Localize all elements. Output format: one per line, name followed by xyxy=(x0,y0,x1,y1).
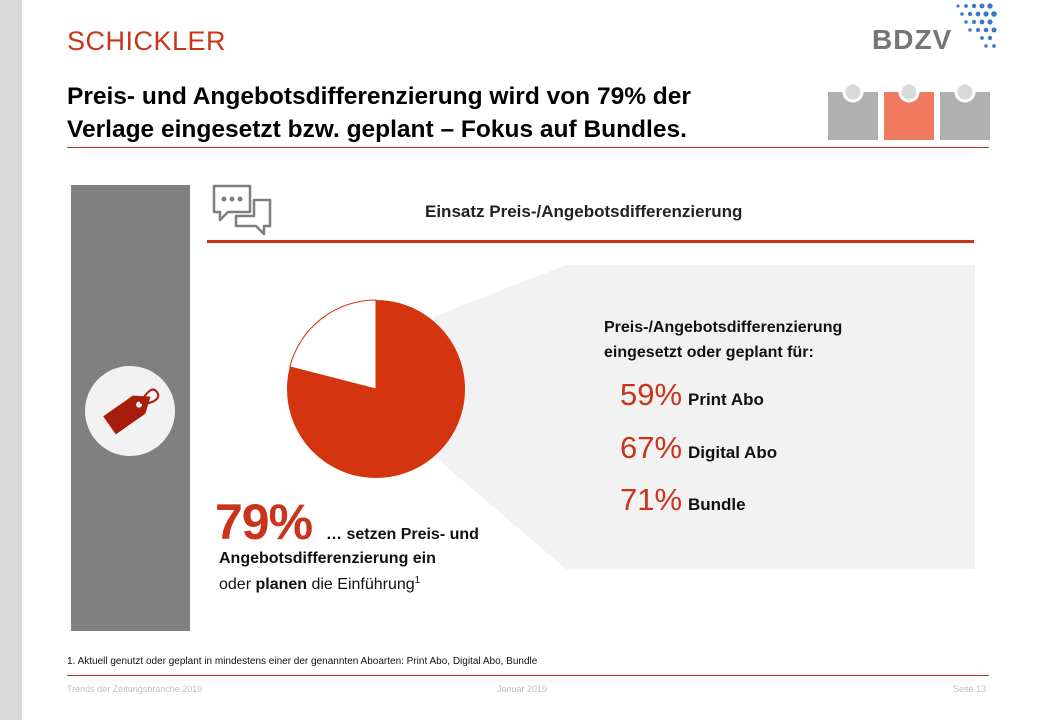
brand-logo: SCHICKLER xyxy=(67,26,227,56)
stat-item-digital-abo: 67% Digital Abo xyxy=(620,430,777,470)
stat-label: Digital Abo xyxy=(688,443,778,462)
pie-chart xyxy=(287,265,975,569)
highlight-text-line-2: Angebotsdifferenzierung ein xyxy=(219,550,436,567)
callout-panel xyxy=(566,265,975,569)
footer-divider xyxy=(67,675,989,676)
page-headline: Preis- und Angebotsdifferenzierung wird … xyxy=(67,80,807,146)
bdzv-dots-icon xyxy=(956,3,997,48)
highlight-text-bold: planen xyxy=(255,576,308,593)
footer-page-number: Seite 13 xyxy=(953,684,987,694)
stat-percent: 67% xyxy=(620,430,683,465)
chat-bubbles-icon xyxy=(212,184,272,236)
left-margin-strip xyxy=(0,0,22,720)
section-title: Einsatz Preis-/Angebotsdifferenzierung xyxy=(425,202,743,221)
pie-slices xyxy=(287,299,465,478)
headline-line-1: Preis- und Angebotsdifferenzierung wird … xyxy=(67,83,691,110)
footer-left: Trends der Zeitungsbranche 2019 xyxy=(67,684,203,694)
highlight-text-pre: oder xyxy=(219,576,256,593)
stat-percent: 71% xyxy=(620,482,683,517)
highlight-percent: 79% xyxy=(215,494,313,550)
stat-item-bundle: 71% Bundle xyxy=(620,482,746,522)
headline-divider xyxy=(67,147,989,148)
price-tag-icon xyxy=(103,388,160,435)
people-group-icon xyxy=(828,81,990,140)
stat-item-print-abo: 59% Print Abo xyxy=(620,377,764,417)
highlight-text-line-1: … setzen Preis- und xyxy=(326,526,479,543)
section-divider xyxy=(207,240,974,243)
bdzv-logo-text: BDZV xyxy=(872,24,953,55)
pie-slice-rest xyxy=(289,299,377,390)
price-tag-badge xyxy=(85,366,175,456)
detail-title: Preis-/Angebotsdifferenzierung eingesetz… xyxy=(604,315,842,365)
highlight-text-post: die Einführung xyxy=(307,576,415,593)
detail-title-line-2: eingesetzt oder geplant für: xyxy=(604,344,814,361)
highlight-text-line-3: oder planen die Einführung1 xyxy=(219,575,420,594)
stat-percent: 59% xyxy=(620,377,683,412)
stat-label: Print Abo xyxy=(688,390,764,409)
footnote-reference: 1 xyxy=(414,575,421,586)
footnote: 1. Aktuell genutzt oder geplant in minde… xyxy=(67,656,538,667)
footer-center: Januar 2019 xyxy=(497,684,548,694)
headline-line-2: Verlage eingesetzt bzw. geplant – Fokus … xyxy=(67,116,687,143)
stat-label: Bundle xyxy=(688,495,746,514)
detail-title-line-1: Preis-/Angebotsdifferenzierung xyxy=(604,319,843,336)
